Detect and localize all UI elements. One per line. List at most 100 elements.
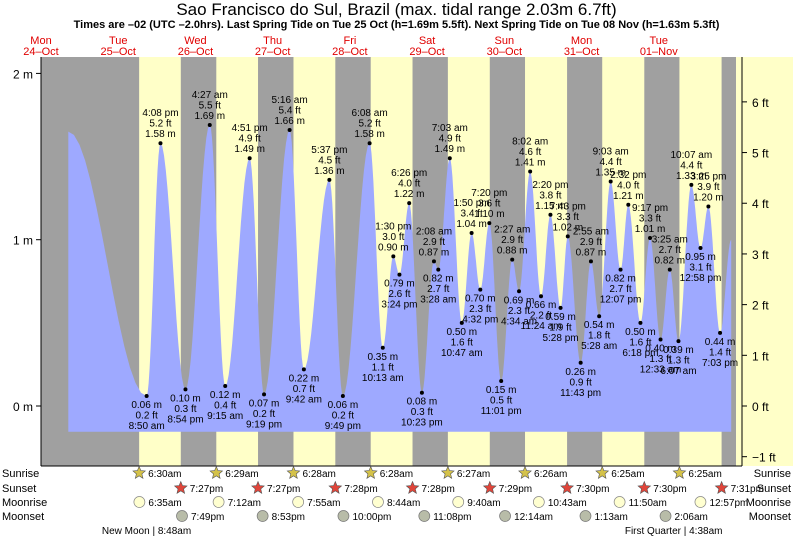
tide-extreme-label: 1.02 m <box>552 222 583 233</box>
tide-extreme-label: 0.06 m <box>131 400 162 411</box>
tide-extreme-label: 0.70 m <box>465 294 496 305</box>
moonrise-icon <box>133 496 146 508</box>
moonrise-icon <box>452 496 465 508</box>
tide-extreme-label: 0.10 m <box>170 393 201 404</box>
tide-extreme-label: 0.54 m <box>584 320 615 331</box>
sunrise-star-icon <box>363 465 378 479</box>
tide-extreme-point <box>626 202 631 207</box>
sunset-time: 7:28pm <box>344 484 377 495</box>
tide-extreme-point <box>459 320 464 325</box>
tide-extreme-point <box>510 257 515 262</box>
tide-extreme-point <box>597 314 602 319</box>
tide-extreme-label: 12:58 pm <box>680 273 722 284</box>
tide-extreme-point <box>447 156 452 161</box>
tide-extreme-label: 0.69 m <box>504 295 535 306</box>
tide-extreme-label: 3.8 ft <box>539 190 561 201</box>
tide-extreme-label: 2.9 ft <box>501 235 523 246</box>
tide-extreme-label: 0.22 m <box>289 373 320 384</box>
sunrise-star-icon <box>595 465 610 479</box>
y-tick-label-ft: −1 ft <box>752 451 776 465</box>
tide-extreme-label: 0.82 m <box>605 274 636 285</box>
day-date-label: 31–Oct <box>564 46 599 58</box>
moonset-time: 10:00pm <box>352 512 391 523</box>
tide-extreme-label: 2:55 am <box>573 226 609 237</box>
tide-extreme-point <box>658 337 663 342</box>
tide-extreme-label: 5:28 pm <box>542 333 578 344</box>
tide-extreme-point <box>469 231 474 236</box>
tide-extreme-point <box>648 236 653 241</box>
tide-extreme-label: 0.90 m <box>378 242 409 253</box>
tide-extreme-label: 7:43 pm <box>550 201 586 212</box>
day-name-label: Wed <box>184 35 206 47</box>
moonset-time: 12:14am <box>514 512 553 523</box>
day-name-label: Thu <box>263 35 282 47</box>
tide-extreme-label: 1.41 m <box>515 158 546 169</box>
tide-extreme-point <box>436 267 441 272</box>
tide-extreme-label: 4.9 ft <box>439 134 461 145</box>
tide-extreme-label: 0.82 m <box>654 256 685 267</box>
moonset-icon <box>418 510 431 522</box>
day-date-label: 29–Oct <box>409 46 444 58</box>
tide-extreme-label: 0.3 ft <box>174 404 196 415</box>
sunset-star-icon <box>173 480 188 494</box>
tide-extreme-label: 2:08 am <box>416 226 452 237</box>
tide-extreme-point <box>287 127 292 132</box>
tide-extreme-label: 0.50 m <box>447 327 478 338</box>
moonrise-time: 6:35am <box>148 498 181 509</box>
tide-extreme-label: 6:26 pm <box>391 168 427 179</box>
tide-extreme-label: 0.44 m <box>705 337 736 348</box>
tide-extreme-label: 3:24 pm <box>381 300 417 311</box>
tide-extreme-label: 3.0 ft <box>382 232 404 243</box>
sunrise-time: 6:28am <box>302 469 335 480</box>
tide-extreme-label: 4.4 ft <box>600 157 622 168</box>
tide-extreme-label: 0.9 ft <box>570 377 592 388</box>
tide-extreme-label: 9:42 am <box>286 394 322 405</box>
moon-phase-label: First Quarter | 4:38am <box>625 526 723 537</box>
day-date-label: 30–Oct <box>487 46 522 58</box>
moonrise-icon <box>694 496 707 508</box>
tide-extreme-label: 7:20 pm <box>471 188 507 199</box>
tide-extreme-label: 5.2 ft <box>149 119 171 130</box>
tide-extreme-label: 2.9 ft <box>423 237 445 248</box>
tide-extreme-point <box>528 169 533 174</box>
tide-extreme-label: 12:07 pm <box>600 295 642 306</box>
tide-extreme-label: 1.15 m <box>535 201 566 212</box>
row-label-left: Sunset <box>2 483 36 495</box>
tide-extreme-label: 1:30 pm <box>375 221 411 232</box>
tide-extreme-label: 1.35 m <box>595 167 626 178</box>
sunrise-star-icon <box>672 465 687 479</box>
tide-extreme-label: 2.7 ft <box>609 284 631 295</box>
moonrise-time: 7:55am <box>307 498 340 509</box>
tide-extreme-label: 0.95 m <box>685 252 716 263</box>
tide-extreme-point <box>380 345 385 350</box>
sunset-time: 7:27pm <box>267 484 300 495</box>
tide-extreme-label: 0.08 m <box>407 397 438 408</box>
tide-extreme-label: 0.26 m <box>565 367 596 378</box>
tide-extreme-point <box>487 221 492 226</box>
sunset-star-icon <box>251 480 265 494</box>
tide-extreme-label: 0.2 ft <box>332 411 354 422</box>
sunrise-star-icon <box>132 465 147 479</box>
y-tick-label-ft: 0 ft <box>752 400 769 414</box>
chart-title: Sao Francisco do Sul, Brazil (max. tidal… <box>176 0 617 19</box>
row-label-right: Moonset <box>749 511 791 523</box>
tide-extreme-label: 0.12 m <box>210 390 241 401</box>
tide-extreme-label: 0.7 ft <box>293 384 315 395</box>
day-date-label: 24–Oct <box>23 46 58 58</box>
tide-extreme-label: 0.2 ft <box>136 411 158 422</box>
tide-extreme-label: 8:54 pm <box>167 414 203 425</box>
tide-extreme-label: 10:23 pm <box>401 418 443 429</box>
tide-extreme-point <box>340 394 345 399</box>
tide-extreme-label: 0.82 m <box>423 274 454 285</box>
tide-extreme-label: 1.6 ft <box>451 337 473 348</box>
tide-extreme-label: 4:32 pm <box>462 315 498 326</box>
tide-extreme-point <box>207 122 212 127</box>
tide-extreme-label: 0.87 m <box>576 247 607 258</box>
tide-extreme-label: 1.3 ft <box>649 354 671 365</box>
tide-extreme-label: 3:28 am <box>420 295 456 306</box>
tide-extreme-label: 0.06 m <box>328 400 359 411</box>
tide-extreme-label: 11:43 pm <box>560 388 601 399</box>
tide-extreme-label: 9:15 am <box>207 411 243 422</box>
moonset-time: 2:06am <box>675 512 708 523</box>
tide-extreme-label: 4.6 ft <box>519 147 541 158</box>
